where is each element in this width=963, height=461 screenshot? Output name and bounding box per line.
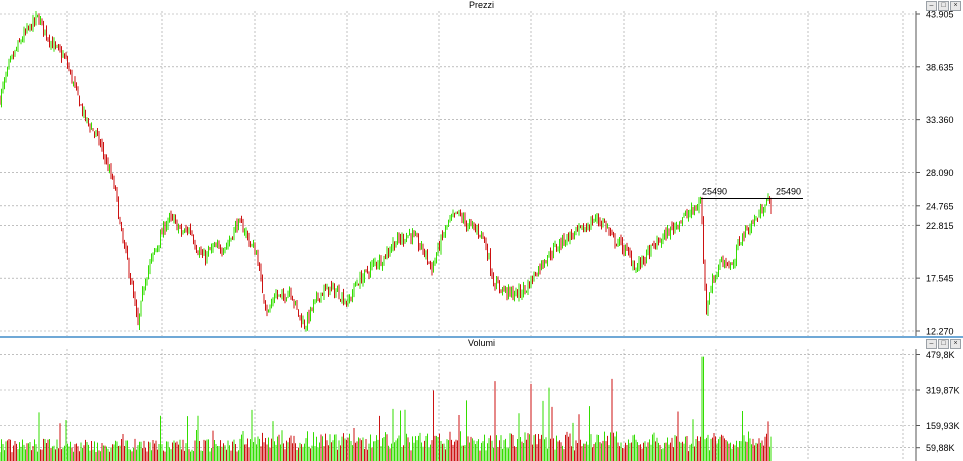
close-icon[interactable]: × xyxy=(950,1,961,11)
price-tick-label: 43.905 xyxy=(926,10,954,20)
volume-window-buttons: – □ × xyxy=(926,339,961,349)
volume-panel: Volumi – □ × 479,8K 319,87K 159,93K 59,88K xyxy=(0,338,963,461)
volume-tick-label: 319,87K xyxy=(926,385,960,395)
minimize-icon[interactable]: – xyxy=(926,1,937,11)
price-tick-label: 22.815 xyxy=(926,221,954,231)
volume-tick-label: 479,8K xyxy=(926,350,955,360)
price-tick-label: 24.765 xyxy=(926,201,954,211)
price-tick-label: 33.360 xyxy=(926,115,954,125)
price-chart[interactable]: 43.905 38.635 33.360 28.090 24.765 22.815 17.5… xyxy=(0,0,963,336)
panel-divider[interactable] xyxy=(0,336,963,338)
candles-group xyxy=(0,11,772,332)
price-tick-label: 28.090 xyxy=(926,168,954,178)
price-window-buttons: – □ × xyxy=(926,1,961,11)
close-icon[interactable]: × xyxy=(950,339,961,349)
level-label-right: 25490 xyxy=(776,187,801,197)
price-tick-label: 12.270 xyxy=(926,327,954,337)
volume-tick-label: 59,88K xyxy=(926,443,955,453)
maximize-icon[interactable]: □ xyxy=(938,339,949,349)
volume-panel-title: Volumi xyxy=(467,338,495,348)
minimize-icon[interactable]: – xyxy=(926,339,937,349)
price-panel: Prezzi – □ × 43.905 38.635 33.360 28.090 24.… xyxy=(0,0,963,336)
volume-tick-label: 159,93K xyxy=(926,421,960,431)
volume-bars-group xyxy=(0,356,772,461)
level-label-left: 25490 xyxy=(702,187,727,197)
price-tick-label: 17.545 xyxy=(926,274,954,284)
maximize-icon[interactable]: □ xyxy=(938,1,949,11)
price-tick-label: 38.635 xyxy=(926,62,954,72)
price-panel-title: Prezzi xyxy=(468,0,494,10)
volume-chart[interactable]: 479,8K 319,87K 159,93K 59,88K xyxy=(0,338,963,461)
